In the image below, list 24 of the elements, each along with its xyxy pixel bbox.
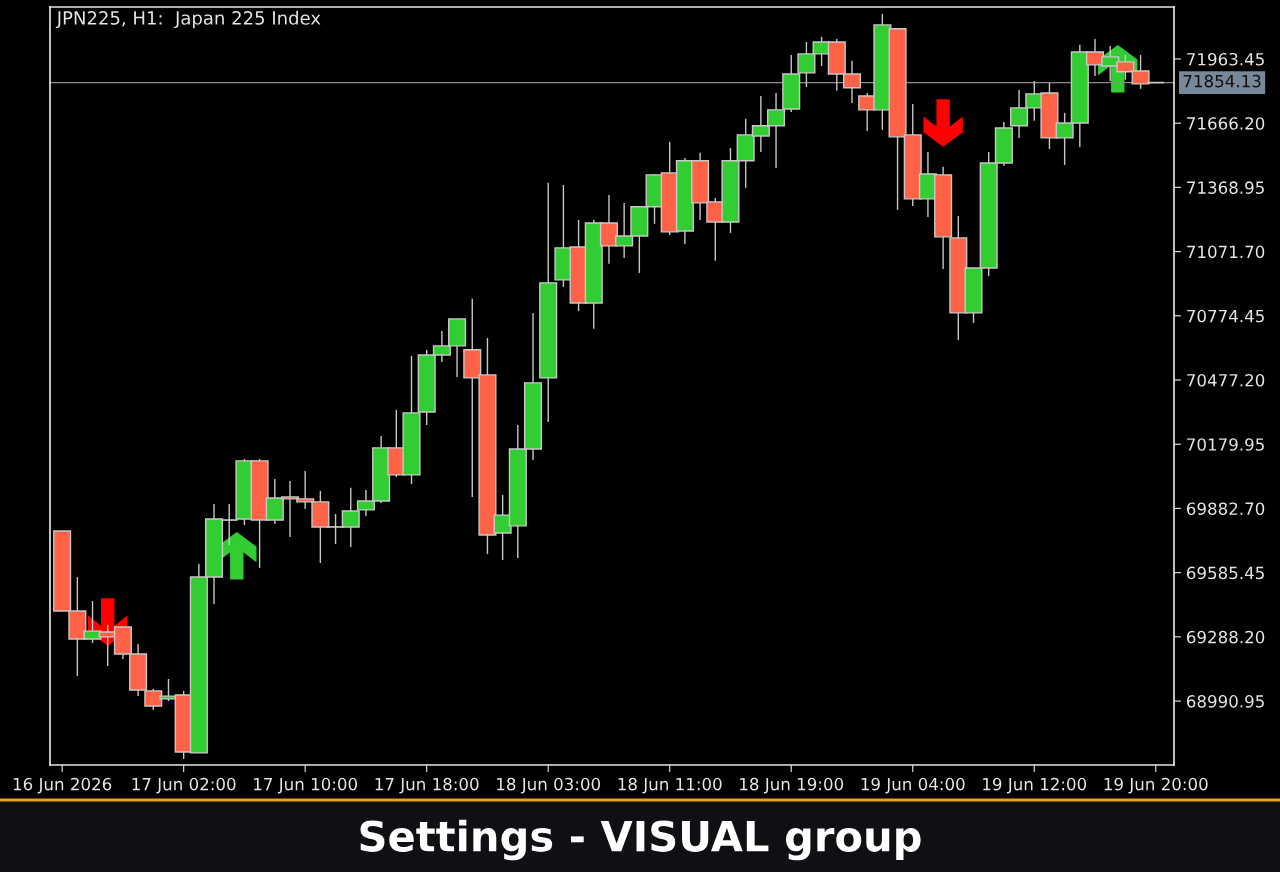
y-tick-label: 70477.20 <box>1187 373 1265 387</box>
y-tick-label: 71963.45 <box>1187 52 1264 66</box>
x-tick-label: 19 Jun 20:00 <box>1104 777 1208 794</box>
chart-title: JPN225, H1: Japan 225 Index <box>55 10 321 29</box>
text: Settings - VISUAL group <box>360 819 921 861</box>
x-tick-label: 18 Jun 03:00 <box>497 777 601 794</box>
y-tick-label: 69882.70 <box>1186 502 1265 516</box>
y-tick-label: 69585.45 <box>1186 566 1264 580</box>
x-tick-label: 18 Jun 19:00 <box>740 777 844 794</box>
x-tick-label: 17 Jun 18:00 <box>375 777 479 794</box>
y-tick-label: 68990.95 <box>1186 695 1264 708</box>
y-tick-label: 69288.20 <box>1186 630 1265 644</box>
y-tick-label: 70774.45 <box>1187 309 1264 323</box>
ref-line-label: 71854.13 <box>1183 74 1261 88</box>
x-tick-label: 19 Jun 12:00 <box>983 777 1087 794</box>
x-tick-label: 17 Jun 02:00 <box>132 777 236 794</box>
y-tick-label: 71368.95 <box>1187 181 1264 194</box>
x-tick-label: 19 Jun 04:00 <box>861 777 965 794</box>
x-tick-label: 16 Jun 2026 <box>13 777 112 794</box>
x-tick-label: 18 Jun 11:00 <box>618 777 722 794</box>
y-tick-label: 70179.95 <box>1187 438 1264 451</box>
x-tick-label: 17 Jun 10:00 <box>254 777 358 794</box>
y-tick-label: 71071.70 <box>1187 245 1265 259</box>
y-tick-label: 71666.20 <box>1187 117 1265 130</box>
